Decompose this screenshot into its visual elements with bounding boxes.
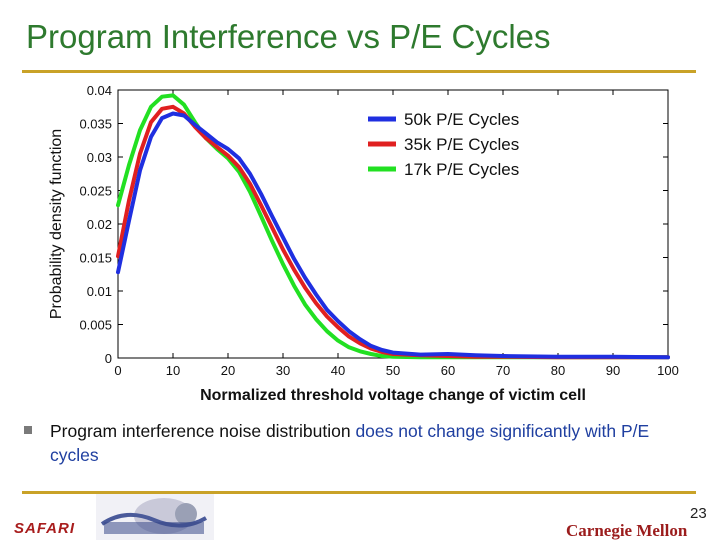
y-axis-label: Probability density function	[48, 129, 65, 319]
page-number: 23	[690, 505, 707, 522]
y-tick-label: 0.02	[87, 217, 112, 232]
bullet-marker	[24, 426, 32, 434]
y-tick-label: 0.035	[79, 117, 112, 132]
slide-title: Program Interference vs P/E Cycles	[26, 18, 551, 55]
y-tick-label: 0.005	[79, 318, 112, 333]
y-tick-label: 0.01	[87, 284, 112, 299]
dssc-logo-icon	[96, 494, 214, 540]
y-tick-label: 0.04	[87, 83, 112, 98]
y-tick-label: 0.03	[87, 150, 112, 165]
legend-label: 17k P/E Cycles	[404, 160, 519, 179]
series-line-50k	[116, 111, 670, 360]
legend-label: 35k P/E Cycles	[404, 135, 519, 154]
x-tick-label: 70	[496, 363, 510, 378]
x-tick-label: 0	[114, 363, 121, 378]
x-tick-label: 10	[166, 363, 180, 378]
x-tick-label: 60	[441, 363, 455, 378]
y-tick-label: 0.025	[79, 184, 112, 199]
x-tick-label: 30	[276, 363, 290, 378]
footer-divider	[22, 491, 696, 494]
safari-logo-text: SAFARI	[14, 520, 76, 537]
y-tick-label: 0	[105, 351, 112, 366]
x-tick-label: 90	[606, 363, 620, 378]
x-axis-label: Normalized threshold voltage change of v…	[200, 387, 586, 404]
x-tick-label: 80	[551, 363, 565, 378]
carnegie-mellon-logo-text: Carnegie Mellon	[566, 521, 688, 540]
x-tick-label: 100	[657, 363, 679, 378]
y-tick-label: 0.015	[79, 251, 112, 266]
x-tick-label: 40	[331, 363, 345, 378]
bullet-text-normal: Program interference noise distribution	[50, 421, 356, 441]
legend-label: 50k P/E Cycles	[404, 110, 519, 129]
x-tick-label: 50	[386, 363, 400, 378]
bullet-text: Program interference noise distribution …	[50, 419, 690, 467]
title-divider	[22, 70, 696, 73]
x-tick-label: 20	[221, 363, 235, 378]
bullet-text-highlight: does not change significantly with P/E c…	[50, 421, 650, 465]
pdf-line-chart: 0 0.005 0.01 0.015 0.02 0.025 0.03 0.035 0.04 0 1…	[48, 83, 679, 404]
